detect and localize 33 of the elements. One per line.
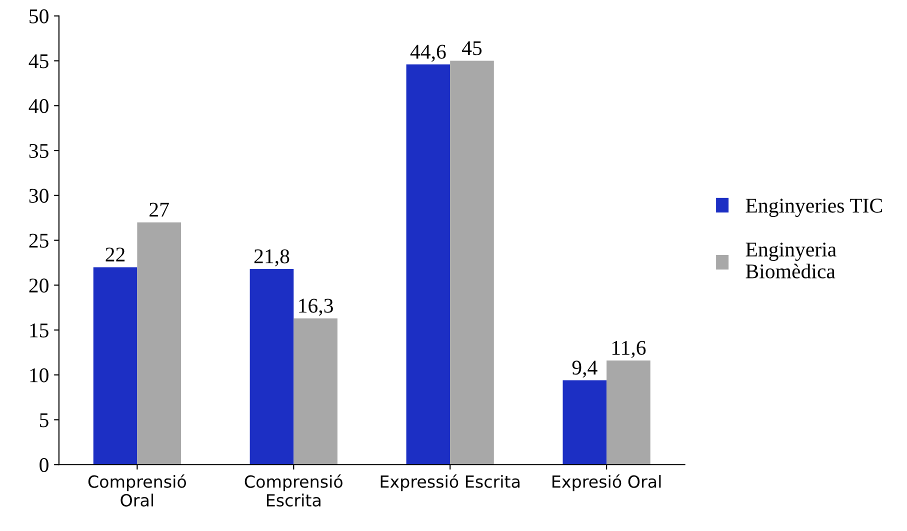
legend-label: Enginyeria Biomèdica	[746, 242, 836, 278]
data-label: 22	[106, 248, 125, 262]
x-tick-label: Expressió Escrita	[380, 474, 520, 492]
y-tick-label: 25	[29, 234, 48, 248]
bar	[294, 318, 338, 465]
bar	[93, 267, 138, 465]
y-tick-label: 45	[28, 54, 48, 68]
y-tick-label: 10	[30, 368, 48, 382]
data-label: 27	[150, 202, 169, 217]
y-tick-label: 30	[29, 188, 48, 203]
x-tick-label: Comprensió Escrita	[244, 474, 342, 507]
data-label: 21,8	[254, 249, 290, 266]
y-tick-label: 0	[40, 458, 48, 472]
bar	[250, 268, 294, 465]
y-tick-label: 40	[28, 99, 48, 114]
x-tick-label: Comprensió Oral	[88, 474, 186, 507]
y-tick-label: 50	[30, 9, 48, 24]
bar	[562, 380, 607, 465]
data-label: 9,4	[572, 360, 598, 378]
y-tick-label: 20	[29, 278, 48, 293]
y-tick-label: 35	[29, 144, 48, 158]
bar	[406, 64, 450, 465]
data-label: 45	[462, 41, 482, 56]
data-label: 16,3	[299, 298, 333, 316]
data-label: 44,6	[410, 44, 446, 62]
x-tick-label: Expresió Oral	[552, 474, 661, 492]
data-label: 11,6	[612, 340, 646, 358]
bar	[137, 222, 181, 465]
y-tick-label: 5	[40, 413, 48, 428]
y-tick-label: 15	[30, 323, 48, 338]
bar	[450, 60, 494, 465]
legend-label: Enginyeries TIC	[746, 198, 882, 217]
bar	[606, 360, 650, 465]
